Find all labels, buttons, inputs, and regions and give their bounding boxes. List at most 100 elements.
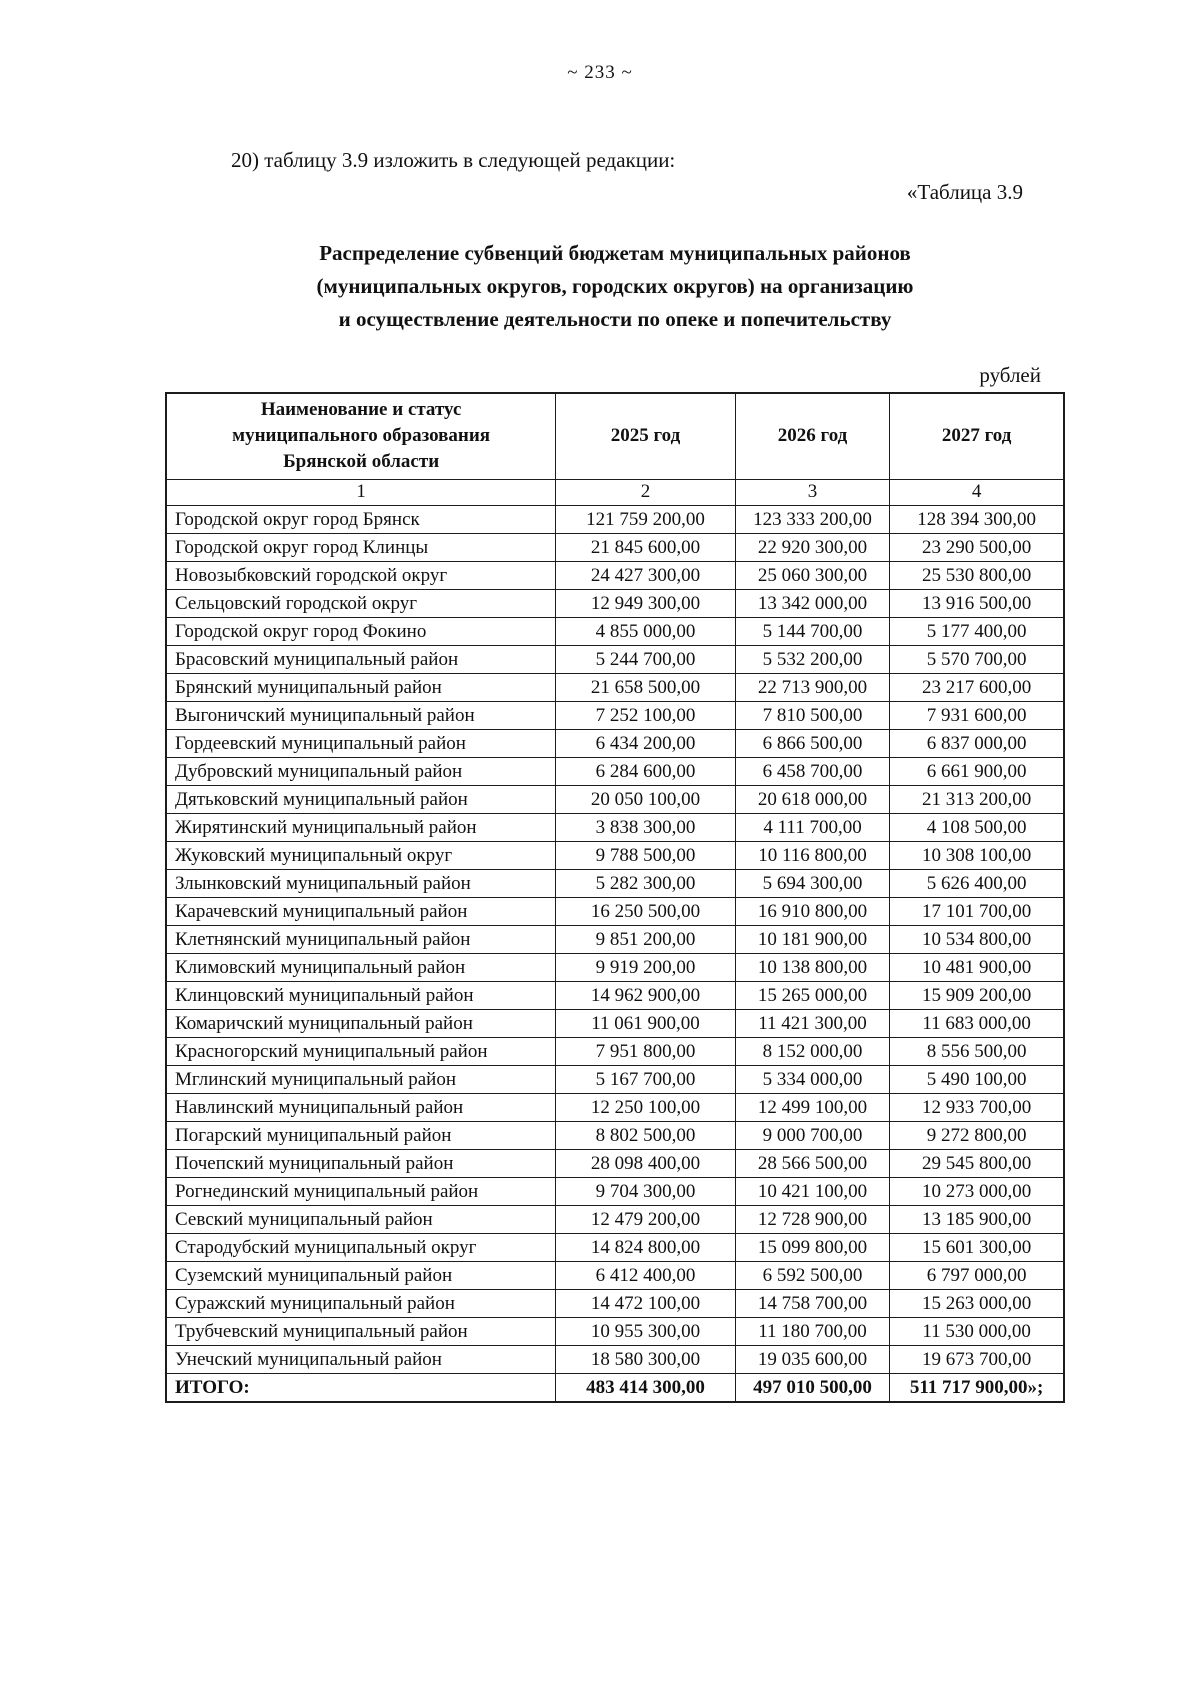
column-number-2: 2: [555, 478, 736, 506]
table-row: Почепский муниципальный район 28 098 400,…: [165, 1148, 1065, 1178]
table-title-line-2: (муниципальных округов, городских округо…: [316, 274, 914, 298]
amount-value: 14 824 800,00: [555, 1232, 736, 1262]
amount-value: 5 177 400,00: [889, 616, 1065, 646]
table-reference: «Таблица 3.9: [906, 180, 1023, 204]
amount-value: 123 333 200,00: [734, 504, 891, 534]
amount-value: 15 265 000,00: [734, 980, 891, 1010]
amount-value: 17 101 700,00: [889, 896, 1065, 926]
amount-value: 10 481 900,00: [889, 952, 1065, 982]
table-row: Трубчевский муниципальный район 10 955 30…: [165, 1316, 1065, 1346]
amount-value: 6 458 700,00: [734, 756, 891, 786]
amount-value: 14 472 100,00: [555, 1288, 736, 1318]
table-row: Климовский муниципальный район 9 919 200,…: [165, 952, 1065, 982]
intro-paragraph: 20) таблицу 3.9 изложить в следующей ред…: [231, 148, 676, 172]
municipality-name: Сельцовский городской округ: [165, 588, 557, 618]
amount-value: 4 111 700,00: [734, 812, 891, 842]
subventions-table: Наименование и статус муниципального обр…: [165, 392, 1065, 1403]
municipality-name: Городской округ город Фокино: [165, 616, 557, 646]
municipality-name: Суражский муниципальный район: [165, 1288, 557, 1318]
amount-value: 4 855 000,00: [555, 616, 736, 646]
amount-value: 14 962 900,00: [555, 980, 736, 1010]
table-title-line-3: и осуществление деятельности по опеке и …: [338, 307, 892, 331]
amount-value: 15 909 200,00: [889, 980, 1065, 1010]
total-2027: 511 717 900,00»;: [889, 1372, 1065, 1402]
amount-value: 12 949 300,00: [555, 588, 736, 618]
amount-value: 5 244 700,00: [555, 644, 736, 674]
table-row: Комаричский муниципальный район 11 061 90…: [165, 1008, 1065, 1038]
column-number-row: 1 2 3 4: [165, 478, 1065, 506]
amount-value: 15 601 300,00: [889, 1232, 1065, 1262]
header-municipality: Наименование и статус муниципального обр…: [165, 392, 557, 480]
table-row: Брасовский муниципальный район 5 244 700,…: [165, 644, 1065, 674]
municipality-name: Комаричский муниципальный район: [165, 1008, 557, 1038]
table-row: Погарский муниципальный район 8 802 500,0…: [165, 1120, 1065, 1150]
table-row: Гордеевский муниципальный район 6 434 200…: [165, 728, 1065, 758]
amount-value: 10 534 800,00: [889, 924, 1065, 954]
table-row: Городской округ город Клинцы 21 845 600,0…: [165, 532, 1065, 562]
amount-value: 6 434 200,00: [555, 728, 736, 758]
table-title: Распределение субвенций бюджетам муницип…: [165, 237, 1065, 336]
table-row: Городской округ город Фокино 4 855 000,00…: [165, 616, 1065, 646]
amount-value: 22 920 300,00: [734, 532, 891, 562]
header-year-2025: 2025 год: [555, 392, 736, 480]
table-header-row: Наименование и статус муниципального обр…: [165, 392, 1065, 480]
amount-value: 9 788 500,00: [555, 840, 736, 870]
amount-value: 24 427 300,00: [555, 560, 736, 590]
amount-value: 3 838 300,00: [555, 812, 736, 842]
amount-value: 19 673 700,00: [889, 1344, 1065, 1374]
amount-value: 16 250 500,00: [555, 896, 736, 926]
table-row: Сельцовский городской округ 12 949 300,00…: [165, 588, 1065, 618]
total-label: ИТОГО:: [165, 1372, 557, 1402]
amount-value: 5 694 300,00: [734, 868, 891, 898]
amount-value: 16 910 800,00: [734, 896, 891, 926]
total-2026: 497 010 500,00: [734, 1372, 891, 1402]
amount-value: 21 658 500,00: [555, 672, 736, 702]
table-row: Клинцовский муниципальный район 14 962 90…: [165, 980, 1065, 1010]
table-row: Рогнединский муниципальный район 9 704 30…: [165, 1176, 1065, 1206]
amount-value: 9 851 200,00: [555, 924, 736, 954]
amount-value: 10 421 100,00: [734, 1176, 891, 1206]
amount-value: 23 290 500,00: [889, 532, 1065, 562]
table-row: Мглинский муниципальный район 5 167 700,0…: [165, 1064, 1065, 1094]
amount-value: 12 933 700,00: [889, 1092, 1065, 1122]
amount-value: 9 272 800,00: [889, 1120, 1065, 1150]
table-row: Дубровский муниципальный район 6 284 600,…: [165, 756, 1065, 786]
amount-value: 12 499 100,00: [734, 1092, 891, 1122]
amount-value: 10 116 800,00: [734, 840, 891, 870]
amount-value: 9 704 300,00: [555, 1176, 736, 1206]
amount-value: 6 661 900,00: [889, 756, 1065, 786]
column-number-1: 1: [165, 478, 557, 506]
municipality-name: Рогнединский муниципальный район: [165, 1176, 557, 1206]
municipality-name: Севский муниципальный район: [165, 1204, 557, 1234]
amount-value: 22 713 900,00: [734, 672, 891, 702]
total-2025: 483 414 300,00: [555, 1372, 736, 1402]
amount-value: 8 802 500,00: [555, 1120, 736, 1150]
amount-value: 19 035 600,00: [734, 1344, 891, 1374]
amount-value: 20 618 000,00: [734, 784, 891, 814]
amount-value: 7 951 800,00: [555, 1036, 736, 1066]
municipality-name: Жирятинский муниципальный район: [165, 812, 557, 842]
table-row: Унечский муниципальный район 18 580 300,0…: [165, 1344, 1065, 1374]
table-row: Брянский муниципальный район 21 658 500,0…: [165, 672, 1065, 702]
table-row: Севский муниципальный район 12 479 200,00…: [165, 1204, 1065, 1234]
amount-value: 4 108 500,00: [889, 812, 1065, 842]
amount-value: 29 545 800,00: [889, 1148, 1065, 1178]
header-year-2026: 2026 год: [734, 392, 891, 480]
municipality-name: Климовский муниципальный район: [165, 952, 557, 982]
amount-value: 21 313 200,00: [889, 784, 1065, 814]
amount-value: 128 394 300,00: [889, 504, 1065, 534]
amount-value: 5 490 100,00: [889, 1064, 1065, 1094]
header-municipality-line-1: Наименование и статус: [260, 399, 462, 421]
amount-value: 12 479 200,00: [555, 1204, 736, 1234]
amount-value: 13 916 500,00: [889, 588, 1065, 618]
amount-value: 6 866 500,00: [734, 728, 891, 758]
amount-value: 5 144 700,00: [734, 616, 891, 646]
amount-value: 15 099 800,00: [734, 1232, 891, 1262]
municipality-name: Дятьковский муниципальный район: [165, 784, 557, 814]
amount-value: 21 845 600,00: [555, 532, 736, 562]
table-row: Красногорский муниципальный район 7 951 8…: [165, 1036, 1065, 1066]
table-body: Городской округ город Брянск 121 759 200,…: [165, 504, 1065, 1374]
header-year-2027: 2027 год: [889, 392, 1065, 480]
amount-value: 10 273 000,00: [889, 1176, 1065, 1206]
municipality-name: Новозыбковский городской округ: [165, 560, 557, 590]
